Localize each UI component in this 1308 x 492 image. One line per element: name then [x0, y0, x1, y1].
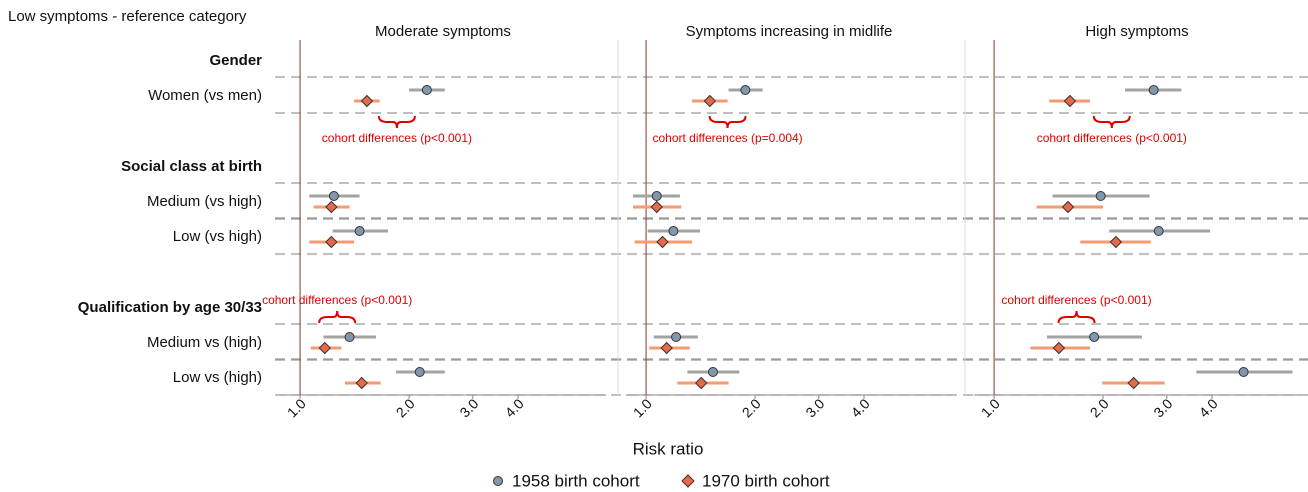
estimate-point [668, 226, 679, 236]
annotation: cohort differences (p<0.001) [262, 293, 412, 307]
estimate-point [1052, 341, 1066, 355]
annotation-brace [1092, 115, 1131, 129]
x-tick-label: 3.0 [456, 395, 481, 420]
estimate-point [671, 332, 682, 342]
estimate-point [1061, 200, 1075, 214]
group-header: Gender [209, 52, 262, 69]
estimate-point [1109, 235, 1123, 249]
annotation: cohort differences (p<0.001) [322, 131, 472, 145]
estimate-point [360, 94, 374, 108]
estimate-point [703, 94, 717, 108]
x-tick-label: 4.0 [848, 395, 873, 420]
row-label: Medium (vs high) [147, 193, 262, 210]
estimate-point [1153, 226, 1164, 236]
row-label: Low (vs high) [173, 228, 262, 245]
annotation-brace [318, 310, 357, 324]
estimate-point [414, 367, 425, 377]
x-tick-label: 2.0 [1087, 395, 1112, 420]
x-tick-label: 3.0 [802, 395, 827, 420]
legend-marker [493, 476, 503, 486]
estimate-point [656, 235, 669, 249]
legend-label: 1970 birth cohort [702, 471, 830, 490]
estimate-point [740, 85, 751, 95]
group-header: Qualification by age 30/33 [78, 299, 262, 316]
x-tick-label: 3.0 [1150, 395, 1175, 420]
row-label: Medium vs (high) [147, 334, 262, 351]
estimate-point [1095, 191, 1106, 201]
panel-title: High symptoms [1085, 23, 1188, 40]
annotation: cohort differences (p=0.004) [652, 131, 802, 145]
estimate-point [1127, 376, 1140, 390]
estimate-point [1089, 332, 1100, 342]
legend-marker [681, 474, 695, 488]
estimate-point [695, 376, 708, 390]
x-tick-label: 1.0 [284, 395, 309, 420]
group-header: Social class at birth [121, 158, 262, 175]
x-tick-label: 1.0 [630, 395, 655, 420]
estimate-point [650, 200, 663, 214]
estimate-point [328, 191, 339, 201]
x-tick-label: 4.0 [502, 395, 527, 420]
estimate-point [325, 235, 338, 249]
estimate-point [355, 376, 368, 390]
annotation: cohort differences (p<0.001) [1001, 293, 1151, 307]
estimate-point [421, 85, 432, 95]
panel-title: Moderate symptoms [375, 23, 511, 40]
row-label: Low vs (high) [173, 369, 262, 386]
annotation-brace [1057, 310, 1096, 324]
annotation-brace [708, 115, 747, 129]
x-tick-label: 2.0 [393, 395, 418, 420]
estimate-point [1063, 94, 1077, 108]
annotation: cohort differences (p<0.001) [1037, 131, 1187, 145]
estimate-point [318, 341, 331, 355]
estimate-point [660, 341, 673, 355]
estimate-point [707, 367, 718, 377]
legend-label: 1958 birth cohort [512, 471, 640, 490]
estimate-point [325, 200, 338, 214]
estimate-point [651, 191, 662, 201]
panel-title: Symptoms increasing in midlife [686, 23, 893, 40]
estimate-point [1238, 367, 1249, 377]
row-label: Women (vs men) [148, 87, 262, 104]
estimate-point [1148, 85, 1159, 95]
x-tick-label: 1.0 [978, 395, 1003, 420]
estimate-point [344, 332, 355, 342]
x-axis-label: Risk ratio [633, 439, 704, 458]
x-tick-label: 2.0 [739, 395, 764, 420]
estimate-point [354, 226, 365, 236]
x-tick-label: 4.0 [1196, 395, 1221, 420]
reference-note: Low symptoms - reference category [8, 8, 247, 25]
annotation-brace [377, 115, 416, 129]
